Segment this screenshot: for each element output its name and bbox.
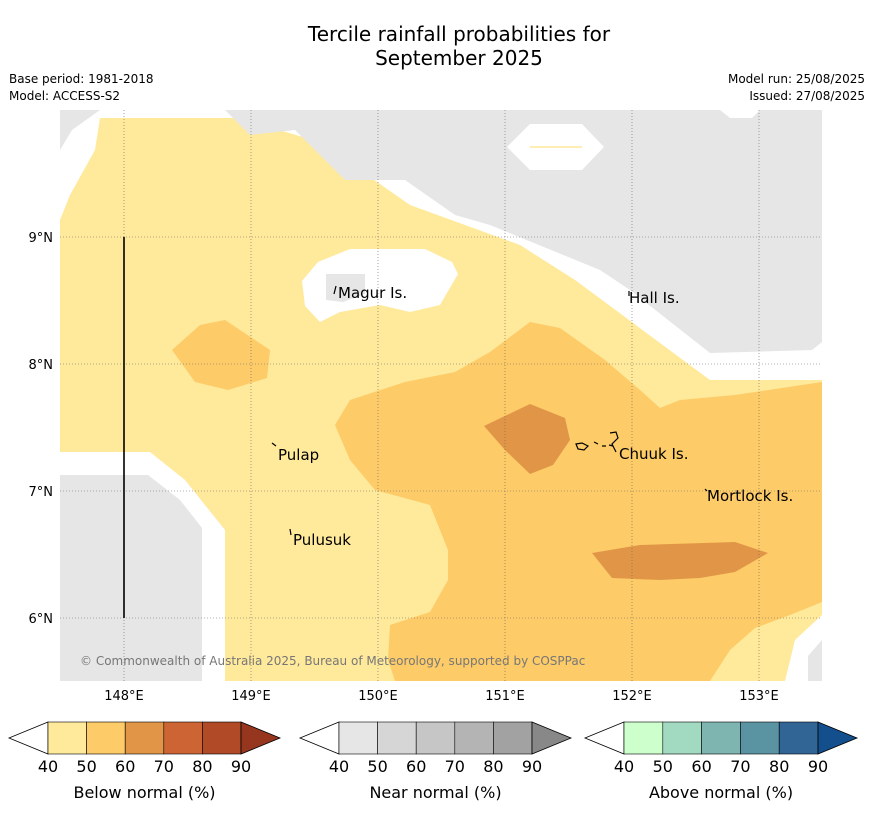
- colorbar-label: Above normal (%): [649, 783, 793, 802]
- colorbar-tick-label: 60: [406, 757, 426, 776]
- probability-field: [60, 110, 822, 681]
- colorbar-over-arrow: [240, 721, 282, 755]
- region-near-40-bottom-right: [808, 640, 822, 681]
- colorbar-over-arrow: [531, 721, 573, 755]
- title-line-2: September 2025: [375, 46, 543, 70]
- x-tick-label: 150°E: [358, 689, 398, 704]
- colorbar-segment: [338, 721, 378, 755]
- island-pulusuk-mark: [289, 528, 292, 536]
- colorbar-tick-label: 40: [38, 757, 58, 776]
- band-no-dominant-notch: [720, 110, 760, 118]
- colorbar-segment: [163, 721, 203, 755]
- region-near-40-top-main: [225, 110, 822, 353]
- base-period: Base period: 1981-2018: [9, 72, 154, 86]
- colorbar-segment: [740, 721, 780, 755]
- x-tick-label: 149°E: [231, 689, 271, 704]
- y-tick-label: 9°N: [29, 231, 54, 246]
- colorbar-tick-label: 50: [653, 757, 673, 776]
- model-info: Base period: 1981-2018 Model: ACCESS-S2: [9, 71, 154, 105]
- colorbar-segment: [454, 721, 494, 755]
- region-below-60-chuuk: [484, 404, 570, 474]
- colorbar-tick-label: 80: [483, 757, 503, 776]
- island-magur-mark: [333, 285, 337, 295]
- place-pulap: Pulap: [278, 446, 319, 464]
- region-near-40-magur: [326, 274, 365, 302]
- colorbar-tick-label: 90: [231, 757, 251, 776]
- region-below-60-south: [592, 542, 768, 580]
- y-tick-label: 6°N: [29, 612, 54, 627]
- colorbar: 40 50 60 70 80 90 Above normal (%): [583, 721, 859, 802]
- islands: [271, 285, 708, 536]
- place-chuuk: Chuuk Is.: [619, 445, 688, 463]
- colorbar-under-arrow: [7, 721, 49, 755]
- region-near-40-top: [60, 110, 100, 150]
- x-tick-label: 148°E: [104, 689, 144, 704]
- colorbar-under-arrow: [583, 721, 625, 755]
- colorbar-tick-label: 80: [192, 757, 212, 776]
- island-pulap-mark: [271, 442, 277, 447]
- x-tick-label: 153°E: [739, 689, 779, 704]
- band-no-dominant-magur: [302, 249, 458, 322]
- colorbar: 40 50 60 70 80 90 Below normal (%): [7, 721, 282, 802]
- colorbar-segment: [86, 721, 126, 755]
- colorbar-segment: [778, 721, 819, 755]
- y-tick-label: 8°N: [29, 358, 54, 373]
- colorbar-over-arrow: [817, 721, 859, 755]
- issued-date: Issued: 27/08/2025: [749, 89, 865, 103]
- place-hall: Hall Is.: [629, 289, 680, 307]
- colorbar-tick-label: 80: [769, 757, 789, 776]
- title-line-1: Tercile rainfall probabilities for: [307, 22, 611, 46]
- y-tick-label: 7°N: [29, 485, 54, 500]
- colorbar-tick-label: 90: [808, 757, 828, 776]
- colorbar-segment: [623, 721, 664, 755]
- colorbar-tick-label: 90: [522, 757, 542, 776]
- y-axis-ticks: 9°N 8°N 7°N 6°N: [29, 231, 54, 627]
- colorbar-tick-label: 40: [614, 757, 634, 776]
- colorbar-segment: [47, 721, 87, 755]
- copyright-notice: © Commonwealth of Australia 2025, Bureau…: [80, 654, 585, 668]
- place-mortlock: Mortlock Is.: [707, 487, 793, 505]
- colorbar-segment: [701, 721, 741, 755]
- colorbar: 40 50 60 70 80 90 Near normal (%): [298, 721, 573, 802]
- colorbar-under-arrow: [298, 721, 340, 755]
- x-tick-label: 152°E: [612, 689, 652, 704]
- colorbar-label: Below normal (%): [73, 783, 215, 802]
- model-run-date: Model run: 25/08/2025: [727, 72, 865, 86]
- map-title: Tercile rainfall probabilities for Septe…: [0, 22, 873, 70]
- island-chuuk-mark: [575, 431, 619, 453]
- colorbar-label: Near normal (%): [369, 783, 501, 802]
- x-tick-label: 151°E: [485, 689, 525, 704]
- region-below-50-east: [335, 322, 822, 681]
- colorbar-tick-label: 60: [115, 757, 135, 776]
- colorbar-tick-label: 70: [445, 757, 465, 776]
- region-near-40-left: [60, 475, 202, 681]
- colorbar-segment: [377, 721, 417, 755]
- colorbar-segment: [202, 721, 242, 755]
- model-name: Model: ACCESS-S2: [9, 89, 121, 103]
- region-below-50-west: [172, 320, 270, 390]
- colorbar-segment: [662, 721, 702, 755]
- run-info: Model run: 25/08/2025 Issued: 27/08/2025: [728, 71, 865, 105]
- place-pulusuk: Pulusuk: [293, 531, 351, 549]
- colorbar-tick-label: 40: [329, 757, 349, 776]
- x-axis-ticks: 148°E 149°E 150°E 151°E 152°E 153°E: [104, 689, 779, 704]
- island-mortlock-mark: [704, 488, 708, 492]
- colorbar-legends: 40 50 60 70 80 90 Below normal (%) 40 50 60 70 80 90…: [7, 721, 859, 802]
- colorbar-tick-label: 60: [691, 757, 711, 776]
- colorbar-tick-label: 50: [367, 757, 387, 776]
- colorbar-tick-label: 70: [154, 757, 174, 776]
- colorbar-tick-label: 50: [76, 757, 96, 776]
- colorbar-tick-label: 70: [730, 757, 750, 776]
- colorbar-segment: [124, 721, 165, 755]
- place-magur: Magur Is.: [338, 284, 407, 302]
- colorbar-segment: [415, 721, 456, 755]
- colorbar-segment: [493, 721, 533, 755]
